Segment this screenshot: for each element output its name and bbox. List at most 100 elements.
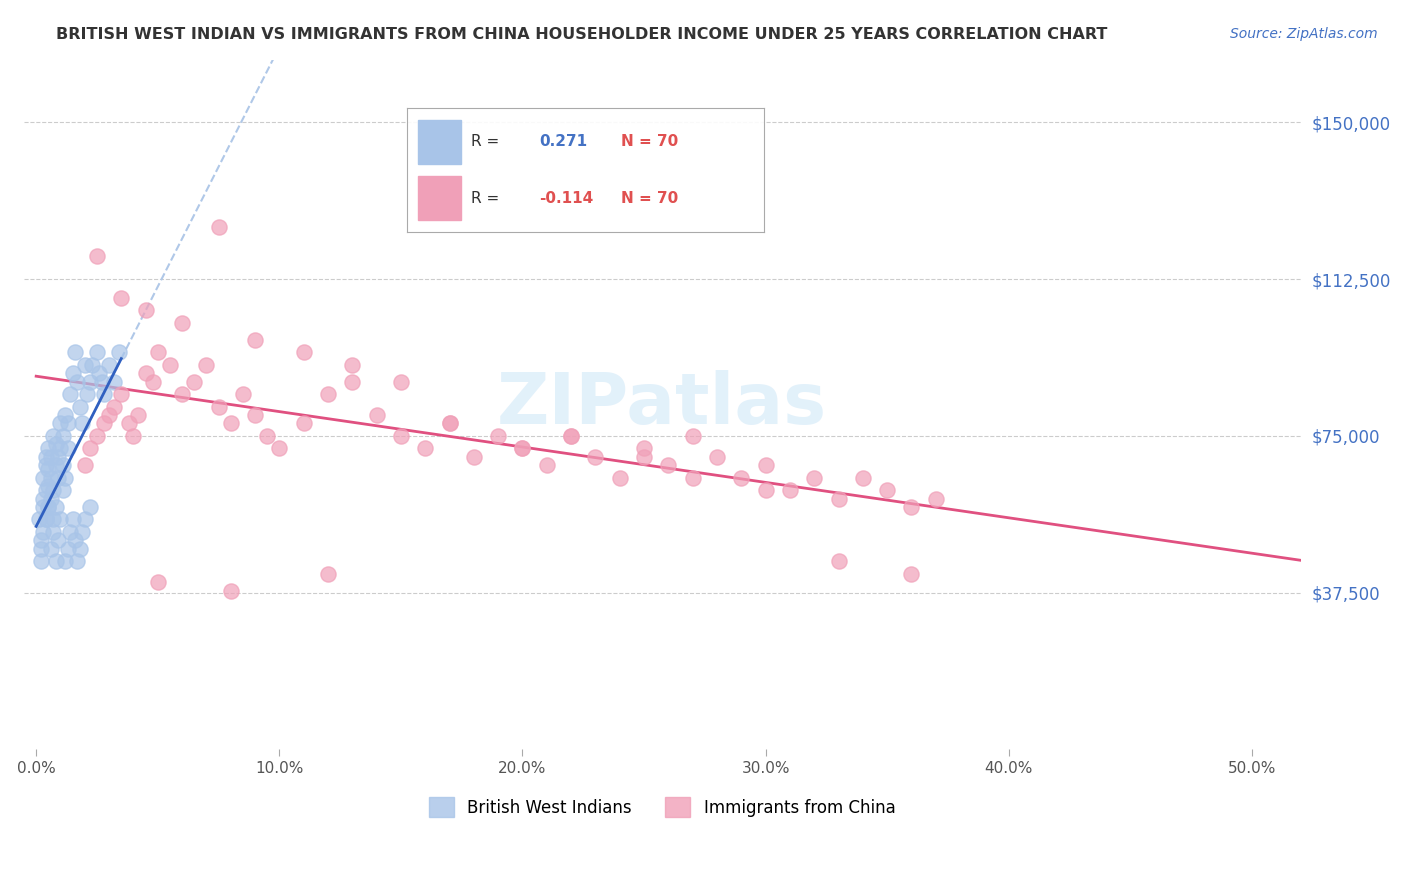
Point	[37, 479, 59, 493]
Point	[30, 533, 52, 548]
Point	[49, 417, 72, 431]
Point	[79, 500, 101, 514]
Point	[79, 442, 101, 456]
Point	[413, 442, 436, 456]
Point	[39, 541, 62, 556]
Point	[122, 429, 145, 443]
Point	[35, 458, 58, 472]
Point	[69, 400, 91, 414]
Point	[72, 524, 94, 539]
Point	[103, 375, 125, 389]
Point	[52, 429, 75, 443]
Point	[852, 470, 875, 484]
Point	[755, 483, 778, 498]
Point	[463, 450, 485, 464]
Point	[30, 541, 52, 556]
Point	[32, 500, 55, 514]
Point	[35, 483, 58, 498]
Point	[827, 554, 849, 568]
Point	[170, 316, 193, 330]
Point	[207, 219, 229, 234]
Point	[803, 470, 825, 484]
Point	[108, 345, 131, 359]
Point	[45, 458, 67, 472]
Point	[512, 442, 534, 456]
Point	[389, 429, 412, 443]
Point	[706, 450, 728, 464]
Point	[316, 387, 339, 401]
Point	[135, 366, 157, 380]
Point	[117, 417, 139, 431]
Point	[66, 375, 89, 389]
Point	[292, 417, 315, 431]
Point	[98, 408, 121, 422]
Point	[876, 483, 898, 498]
Point	[62, 512, 84, 526]
Point	[292, 345, 315, 359]
Text: Source: ZipAtlas.com: Source: ZipAtlas.com	[1230, 27, 1378, 41]
Legend: British West Indians, Immigrants from China: British West Indians, Immigrants from Ch…	[422, 790, 903, 824]
Point	[243, 333, 266, 347]
Point	[135, 303, 157, 318]
Point	[755, 458, 778, 472]
Point	[439, 417, 461, 431]
Point	[900, 500, 922, 514]
Point	[86, 249, 108, 263]
Point	[59, 387, 82, 401]
Point	[486, 429, 509, 443]
Point	[27, 512, 49, 526]
Point	[682, 470, 704, 484]
Point	[439, 417, 461, 431]
Point	[49, 442, 72, 456]
Point	[37, 500, 59, 514]
Point	[69, 541, 91, 556]
Point	[316, 566, 339, 581]
Point	[37, 442, 59, 456]
Point	[66, 554, 89, 568]
Point	[232, 387, 254, 401]
Point	[37, 500, 59, 514]
Point	[46, 470, 69, 484]
Point	[32, 491, 55, 506]
Point	[72, 417, 94, 431]
Point	[86, 429, 108, 443]
Point	[207, 400, 229, 414]
Point	[609, 470, 631, 484]
Point	[269, 442, 291, 456]
Point	[90, 375, 112, 389]
Point	[170, 387, 193, 401]
Point	[103, 400, 125, 414]
Point	[93, 387, 115, 401]
Point	[142, 375, 165, 389]
Point	[39, 470, 62, 484]
Point	[59, 524, 82, 539]
Point	[52, 458, 75, 472]
Point	[45, 500, 67, 514]
Point	[63, 533, 86, 548]
Point	[256, 429, 278, 443]
Point	[633, 450, 655, 464]
Point	[45, 554, 67, 568]
Point	[127, 408, 149, 422]
Point	[146, 345, 169, 359]
Point	[925, 491, 948, 506]
Point	[560, 429, 582, 443]
Point	[53, 554, 76, 568]
Point	[219, 417, 242, 431]
Point	[52, 483, 75, 498]
Point	[73, 358, 96, 372]
Point	[682, 429, 704, 443]
Point	[342, 375, 364, 389]
Point	[730, 470, 752, 484]
Point	[79, 375, 101, 389]
Point	[62, 366, 84, 380]
Point	[195, 358, 218, 372]
Point	[56, 442, 79, 456]
Point	[73, 512, 96, 526]
Point	[45, 437, 67, 451]
Point	[389, 375, 412, 389]
Point	[512, 442, 534, 456]
Point	[30, 554, 52, 568]
Point	[42, 512, 65, 526]
Point	[243, 408, 266, 422]
